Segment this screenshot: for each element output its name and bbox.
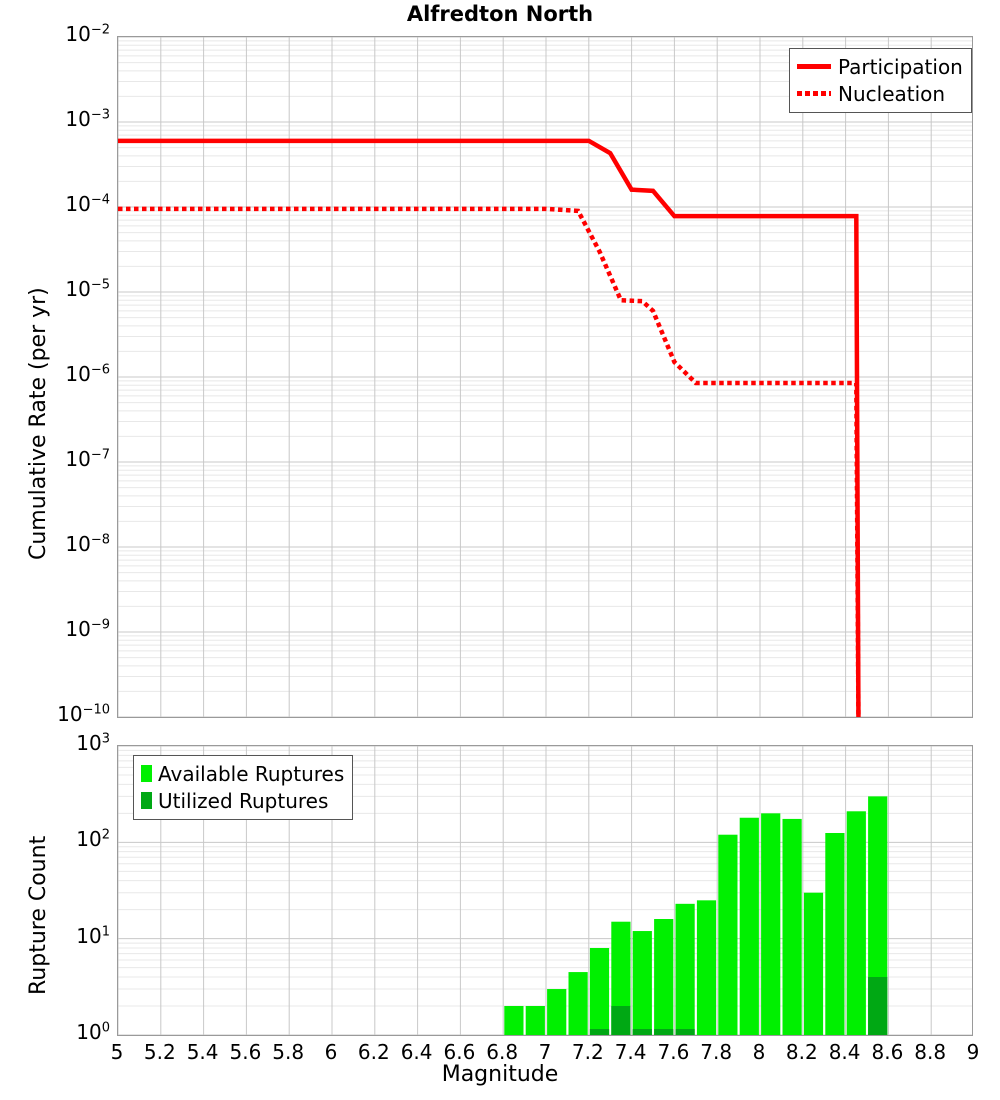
x-tick-6: 6 — [324, 1040, 338, 1064]
available-rupture-bar — [868, 796, 888, 1035]
bottom-y-tick-101: 101 — [76, 923, 110, 948]
x-tick-8.6: 8.6 — [871, 1040, 904, 1064]
cumulative-rate-plot — [117, 36, 973, 718]
x-axis-label: Magnitude — [441, 1062, 559, 1087]
legend-label-available-ruptures: Available Ruptures — [158, 761, 345, 786]
available-ruptures-swatch-icon — [141, 765, 152, 782]
x-tick-6.4: 6.4 — [400, 1040, 433, 1064]
top-y-tick-10-8: 10−8 — [65, 532, 110, 556]
top-panel-y-axis-label: Cumulative Rate (per yr) — [26, 287, 51, 560]
legend-label-nucleation: Nucleation — [838, 81, 946, 106]
top-y-tick-10-10: 10−10 — [57, 702, 110, 726]
top-y-tick-10-6: 10−6 — [65, 362, 110, 386]
x-tick-8.8: 8.8 — [914, 1040, 947, 1064]
x-tick-5.6: 5.6 — [229, 1040, 262, 1064]
top-y-tick-10-3: 10−3 — [65, 107, 110, 131]
bottom-y-tick-103: 103 — [76, 731, 110, 755]
series-participation — [118, 138, 861, 717]
utilized-rupture-bar — [675, 1029, 695, 1035]
cumulative-rate-legend: Participation Nucleation — [789, 48, 972, 113]
available-rupture-bar — [547, 989, 567, 1035]
available-rupture-bar — [696, 900, 717, 1035]
x-tick-8.4: 8.4 — [828, 1040, 861, 1064]
available-rupture-bar — [803, 892, 824, 1035]
x-tick-6.8: 6.8 — [486, 1040, 519, 1064]
legend-item-utilized-ruptures[interactable]: Utilized Ruptures — [141, 787, 344, 814]
legend-item-available-ruptures[interactable]: Available Ruptures — [141, 760, 344, 787]
dotted-line-icon — [797, 91, 831, 96]
utilized-rupture-bar — [611, 1006, 631, 1035]
available-rupture-bar — [632, 931, 652, 1035]
available-rupture-bar — [675, 903, 695, 1035]
x-tick-7.2: 7.2 — [571, 1040, 604, 1064]
x-tick-5.4: 5.4 — [186, 1040, 219, 1064]
rupture-count-legend: Available Ruptures Utilized Ruptures — [133, 755, 354, 820]
x-tick-6.2: 6.2 — [357, 1040, 390, 1064]
x-tick-5: 5 — [110, 1040, 124, 1064]
legend-label-utilized-ruptures: Utilized Ruptures — [158, 788, 329, 813]
available-rupture-bar — [782, 818, 802, 1035]
legend-item-participation[interactable]: Participation — [797, 53, 963, 80]
legend-label-participation: Participation — [838, 54, 963, 79]
x-tick-7: 7 — [538, 1040, 552, 1064]
available-rupture-bar — [846, 811, 866, 1035]
x-tick-7.8: 7.8 — [700, 1040, 733, 1064]
x-tick-5.8: 5.8 — [272, 1040, 305, 1064]
utilized-rupture-bar — [589, 1029, 610, 1035]
x-tick-6.6: 6.6 — [443, 1040, 476, 1064]
x-tick-7.4: 7.4 — [614, 1040, 647, 1064]
top-y-tick-10-5: 10−5 — [65, 277, 110, 301]
x-tick-5.2: 5.2 — [143, 1040, 176, 1064]
available-rupture-bar — [825, 832, 845, 1035]
cumulative-rate-svg — [118, 37, 972, 717]
top-y-tick-10-7: 10−7 — [65, 447, 110, 471]
top-y-tick-10-4: 10−4 — [65, 192, 110, 216]
top-y-tick-10-9: 10−9 — [65, 617, 110, 641]
utilized-ruptures-swatch-icon — [141, 792, 152, 809]
solid-line-icon — [797, 64, 831, 69]
available-rupture-bar — [504, 1006, 524, 1035]
legend-item-nucleation[interactable]: Nucleation — [797, 80, 963, 107]
available-rupture-bar — [761, 813, 781, 1035]
bottom-y-tick-100: 100 — [76, 1020, 110, 1044]
series-nucleation — [118, 206, 861, 717]
bottom-panel-y-axis-label: Rupture Count — [26, 835, 51, 995]
x-tick-8: 8 — [752, 1040, 766, 1064]
x-tick-8.2: 8.2 — [785, 1040, 818, 1064]
available-rupture-bar — [739, 817, 759, 1035]
x-tick-9: 9 — [966, 1040, 980, 1064]
page-title: Alfredton North — [406, 2, 594, 26]
bottom-y-tick-102: 102 — [76, 827, 110, 852]
utilized-rupture-bar — [632, 1029, 652, 1035]
available-rupture-bar — [654, 919, 674, 1035]
available-rupture-bar — [589, 948, 610, 1035]
top-y-tick-10-2: 10−2 — [65, 22, 110, 46]
available-rupture-bar — [568, 972, 588, 1035]
x-tick-7.6: 7.6 — [657, 1040, 690, 1064]
utilized-rupture-bar — [654, 1029, 674, 1035]
available-rupture-bar — [525, 1006, 545, 1035]
available-rupture-bar — [718, 834, 738, 1035]
utilized-rupture-bar — [868, 977, 888, 1035]
